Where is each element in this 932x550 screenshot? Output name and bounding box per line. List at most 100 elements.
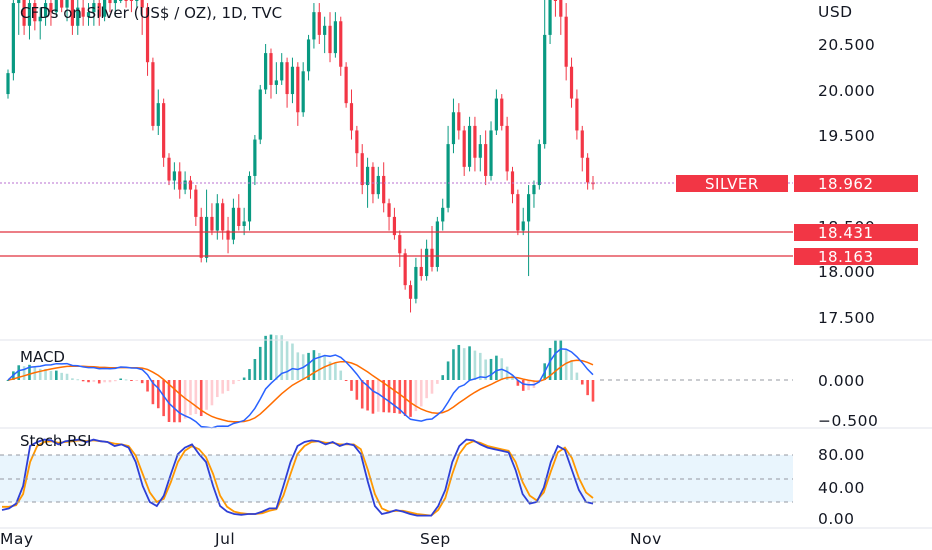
candle-body — [484, 144, 488, 176]
candle-body — [290, 66, 295, 95]
macd-histogram-bar — [87, 380, 90, 383]
candle-body — [108, 0, 112, 4]
candle-body — [371, 166, 375, 195]
macd-histogram-bar — [409, 380, 412, 417]
macd-histogram-bar — [38, 368, 42, 380]
candle-body — [135, 0, 139, 1]
price-pane — [6, 0, 595, 313]
candle-body — [285, 62, 289, 95]
macd-histogram-bar — [339, 370, 343, 380]
candle-body — [54, 0, 58, 13]
candle-body — [237, 207, 241, 226]
candle-body — [167, 157, 171, 181]
candle-body — [60, 0, 64, 8]
macd-histogram-bar — [473, 350, 477, 380]
price-tick: 17.500 — [818, 309, 875, 327]
macd-histogram-bar — [425, 380, 428, 399]
candle-body — [398, 235, 402, 254]
macd-histogram-bar — [505, 366, 509, 380]
candle-body — [376, 175, 380, 195]
candle-body — [210, 216, 214, 231]
macd-histogram-bar — [430, 380, 434, 394]
candle-body — [11, 3, 15, 74]
candle-body — [323, 25, 327, 35]
macd-histogram-bar — [119, 378, 123, 380]
candle-body — [76, 7, 80, 26]
macd-histogram-bar — [436, 380, 439, 384]
macd-histogram-bar — [55, 370, 58, 380]
macd-tick: −0.500 — [818, 412, 878, 430]
price-tick: 18.000 — [818, 263, 875, 281]
macd-histogram-bar — [371, 380, 375, 414]
candle-body — [178, 171, 182, 190]
candle-body — [296, 66, 300, 113]
macd-histogram-bar — [237, 380, 241, 381]
candle-body — [435, 221, 439, 267]
macd-histogram-bar — [591, 380, 595, 402]
candle-body — [65, 0, 69, 8]
candle-body — [414, 266, 418, 299]
price-tick: 19.500 — [818, 127, 875, 145]
macd-histogram-bar — [178, 380, 182, 423]
macd-histogram-bar — [81, 380, 85, 382]
currency-label: USD — [818, 3, 853, 21]
line-tag — [794, 224, 918, 241]
macd-signal-line — [7, 359, 594, 423]
candle-body — [575, 98, 579, 131]
x-label: Jul — [214, 530, 235, 548]
candle-body — [151, 62, 155, 126]
line-tag — [794, 248, 918, 265]
line-tag-value: 18.163 — [818, 248, 874, 266]
macd-histogram-bar — [162, 380, 165, 417]
macd-histogram-bar — [559, 340, 563, 380]
macd-histogram-bar — [49, 370, 53, 380]
macd-histogram-bar — [108, 380, 112, 383]
candle-body — [457, 112, 461, 131]
macd-histogram-bar — [264, 335, 267, 380]
macd-histogram-bar — [189, 380, 192, 416]
candle-body — [365, 166, 370, 186]
macd-histogram-bar — [452, 349, 455, 380]
candle-body — [441, 207, 445, 222]
candle-body — [505, 125, 509, 172]
macd-histogram-bar — [216, 380, 219, 398]
macd-histogram-bar — [65, 373, 69, 380]
macd-histogram-bar — [291, 343, 294, 380]
candle-body — [344, 66, 348, 104]
macd-histogram-bar — [312, 350, 316, 380]
candle-body — [387, 203, 391, 217]
macd-histogram-bar — [140, 380, 144, 384]
macd-histogram-bar — [60, 372, 63, 380]
macd-histogram-bar — [570, 360, 573, 380]
candle-body — [183, 180, 187, 190]
macd-histogram-bar — [258, 346, 262, 380]
macd-histogram-bar — [495, 355, 498, 380]
macd-histogram-bar — [360, 380, 364, 409]
macd-histogram-bar — [414, 380, 418, 412]
candle-body — [403, 253, 407, 286]
candle-body — [119, 0, 123, 1]
last-price-value: 18.962 — [818, 175, 874, 193]
macd-histogram-bar — [280, 335, 284, 380]
macd-histogram-bar — [130, 380, 133, 381]
macd-histogram-bar — [183, 380, 187, 419]
macd-histogram-bar — [146, 380, 149, 392]
candle-body — [215, 203, 219, 231]
macd-histogram-bar — [398, 380, 402, 414]
macd-histogram-bar — [548, 347, 552, 380]
candle-body — [317, 12, 321, 35]
candle-body — [226, 230, 230, 240]
candle-body — [355, 130, 359, 154]
macd-tick: 0.000 — [818, 372, 865, 390]
candle-body — [473, 125, 477, 158]
candle-body — [124, 0, 128, 1]
candle-body — [312, 12, 316, 40]
macd-histogram-bar — [462, 348, 466, 380]
candle-body — [333, 21, 337, 54]
candle-body — [81, 7, 85, 17]
stoch-rsi-pane — [1, 438, 594, 517]
macd-histogram-bar — [92, 380, 96, 382]
candle-body — [22, 0, 26, 26]
macd-histogram-bar — [285, 341, 289, 380]
candle-body — [70, 0, 75, 26]
